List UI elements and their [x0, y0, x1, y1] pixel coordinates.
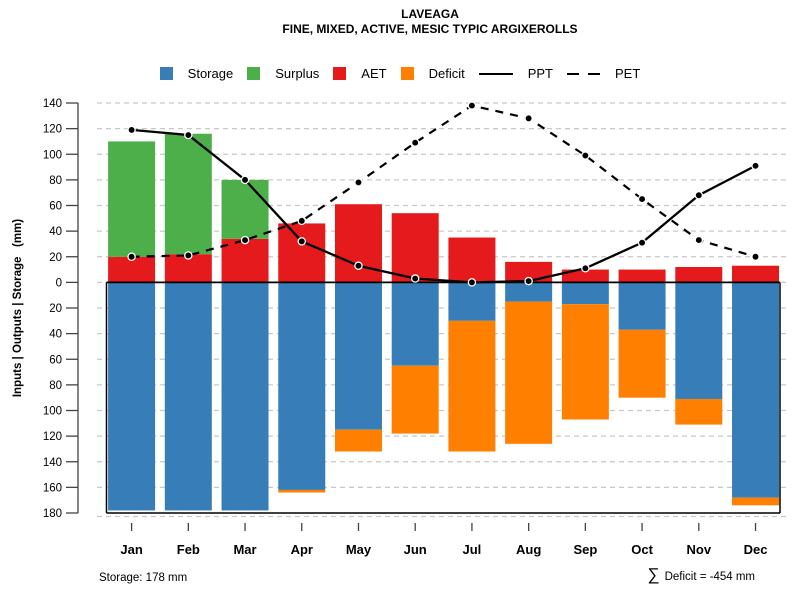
svg-text:100: 100	[43, 149, 62, 161]
svg-text:Sep: Sep	[573, 542, 597, 557]
solid-line-icon	[478, 72, 513, 75]
svg-text:140: 140	[43, 457, 62, 469]
svg-text:140: 140	[43, 98, 62, 110]
legend-item-storage: Storage	[159, 66, 234, 81]
svg-text:180: 180	[43, 508, 62, 520]
svg-text:Jun: Jun	[404, 542, 427, 557]
svg-text:0: 0	[56, 277, 62, 289]
y-axis-label: Inputs | Outputs | Storage (mm)	[12, 218, 24, 398]
deficit-sum-note: ∑ Deficit = -454 mm	[647, 566, 755, 583]
svg-text:160: 160	[43, 482, 62, 494]
legend-item-pet: PET	[567, 66, 640, 81]
sigma-icon: ∑	[647, 565, 660, 584]
legend-label-pet: PET	[615, 66, 641, 81]
legend-label-deficit: Deficit	[428, 66, 465, 81]
legend-label-aet: AET	[361, 66, 387, 81]
svg-text:80: 80	[49, 175, 62, 187]
svg-text:60: 60	[49, 354, 62, 366]
legend-item-aet: AET	[333, 66, 387, 81]
svg-text:Apr: Apr	[291, 542, 313, 557]
svg-text:Dec: Dec	[744, 542, 768, 557]
legend-label-storage: Storage	[187, 66, 234, 81]
surplus-swatch-icon	[247, 67, 261, 80]
deficit-swatch-icon	[400, 67, 414, 80]
dashed-line-icon	[567, 72, 601, 75]
storage-note: Storage: 178 mm	[99, 572, 188, 584]
aet-swatch-icon	[333, 67, 347, 80]
legend-item-deficit: Deficit	[400, 66, 465, 81]
svg-text:120: 120	[43, 124, 62, 136]
svg-text:Feb: Feb	[177, 542, 200, 557]
svg-text:60: 60	[49, 201, 62, 213]
svg-text:120: 120	[43, 431, 62, 443]
legend-label-ppt: PPT	[527, 66, 554, 81]
svg-text:40: 40	[49, 226, 62, 238]
legend-item-surplus: Surplus	[247, 66, 319, 81]
storage-swatch-icon	[159, 67, 173, 80]
svg-text:100: 100	[43, 406, 62, 418]
legend-label-surplus: Surplus	[275, 66, 320, 81]
svg-text:Mar: Mar	[233, 542, 256, 557]
chart-subtitle: FINE, MIXED, ACTIVE, MESIC TYPIC ARGIXER…	[282, 22, 578, 36]
svg-text:Jan: Jan	[120, 542, 142, 557]
deficit-sum-text: Deficit = -454 mm	[664, 571, 755, 583]
svg-text:May: May	[346, 542, 372, 557]
svg-text:40: 40	[49, 329, 62, 341]
svg-text:Oct: Oct	[631, 542, 653, 557]
legend-item-ppt: PPT	[478, 66, 554, 81]
svg-text:Aug: Aug	[516, 542, 541, 557]
svg-text:Jul: Jul	[463, 542, 482, 557]
svg-text:Nov: Nov	[687, 542, 712, 557]
svg-text:20: 20	[49, 303, 62, 315]
chart-header: LAVEAGA FINE, MIXED, ACTIVE, MESIC TYPIC…	[60, 7, 800, 37]
chart-legend: Storage Surplus AET Deficit PPT PET	[0, 66, 800, 81]
svg-text:80: 80	[49, 380, 62, 392]
chart-title: LAVEAGA	[401, 7, 459, 21]
svg-text:20: 20	[49, 252, 62, 264]
